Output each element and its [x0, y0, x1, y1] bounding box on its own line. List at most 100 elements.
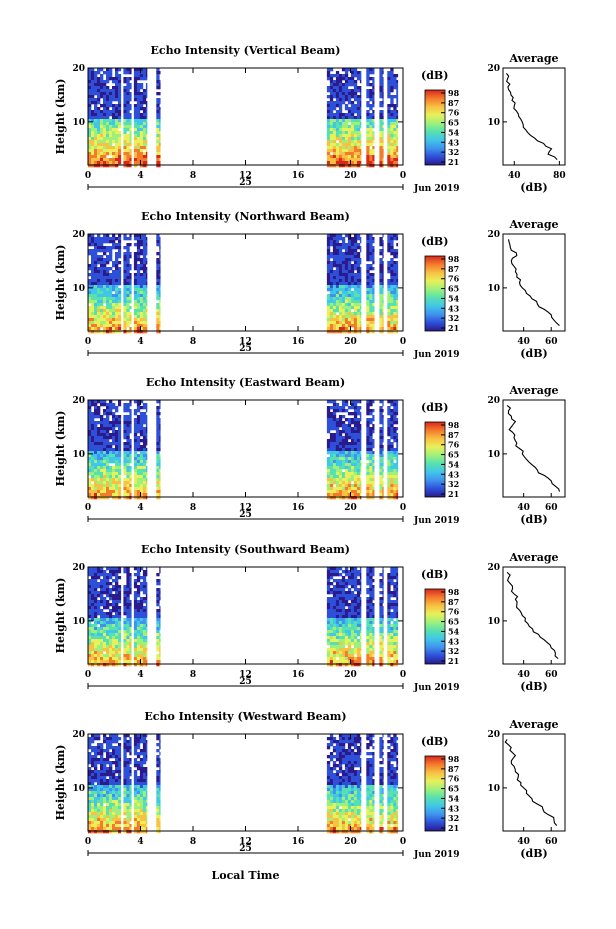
- heatmap-cell: [369, 89, 373, 93]
- heatmap-cell: [115, 303, 119, 307]
- heatmap-cell: [353, 624, 358, 628]
- heatmap-cells: [88, 68, 399, 168]
- heatmap-cell: [344, 300, 349, 304]
- heatmap-cell: [142, 645, 147, 649]
- heatmap-cell: [393, 403, 397, 407]
- heatmap-cell: [129, 403, 132, 407]
- heatmap-cell: [382, 264, 384, 268]
- heatmap-cell: [123, 321, 127, 325]
- heatmap-cell: [94, 261, 98, 265]
- heatmap-cell: [156, 621, 160, 625]
- heatmap-cell: [393, 490, 397, 494]
- heatmap-cell: [329, 582, 334, 586]
- heatmap-cell: [123, 612, 127, 616]
- heatmap-cell: [335, 270, 340, 274]
- x-tick-label: 20: [344, 171, 357, 181]
- heatmap-cell: [115, 243, 119, 247]
- heatmap-cell: [112, 472, 116, 476]
- heatmap-cell: [123, 312, 127, 316]
- heatmap-cell: [145, 71, 148, 75]
- heatmap-cell: [123, 107, 127, 111]
- heatmap-cell: [369, 92, 373, 96]
- heatmap-cell: [347, 442, 352, 446]
- heatmap-cell: [123, 110, 127, 114]
- heatmap-cell: [118, 98, 122, 102]
- heatmap-cell: [356, 621, 361, 625]
- heatmap-cell: [338, 74, 343, 78]
- heatmap-cell: [109, 282, 113, 286]
- heatmap-cell: [139, 406, 144, 410]
- heatmap-cell: [359, 645, 362, 649]
- heatmap-cell: [112, 324, 116, 328]
- heatmap-cell: [88, 421, 92, 425]
- heatmap-cell: [91, 255, 95, 259]
- heatmap-cell: [341, 261, 346, 265]
- heatmap-cell: [341, 478, 346, 482]
- heatmap-cell: [338, 273, 343, 277]
- heatmap-cell: [347, 318, 352, 322]
- heatmap-cell: [94, 327, 98, 331]
- heatmap-cell: [129, 306, 132, 310]
- heatmap-cell: [329, 657, 334, 661]
- heatmap-cell: [366, 143, 370, 147]
- heatmap-cell: [326, 588, 331, 592]
- heatmap-cell: [326, 627, 331, 631]
- heatmap-cell: [109, 164, 113, 168]
- heatmap-cell: [372, 454, 375, 458]
- heatmap-cell: [396, 442, 399, 446]
- heatmap-cell: [94, 433, 98, 437]
- heatmap-cell: [106, 424, 110, 428]
- heatmap-cell: [359, 651, 362, 655]
- heatmap-cell: [136, 128, 141, 132]
- heatmap-cell: [335, 161, 340, 165]
- heatmap-cell: [91, 633, 95, 637]
- heatmap-cell: [106, 639, 110, 643]
- heatmap-cell: [332, 243, 337, 247]
- heatmap-cell: [350, 74, 355, 78]
- heatmap-cell: [139, 119, 144, 123]
- heatmap-cell: [91, 86, 95, 90]
- heatmap-cell: [126, 475, 130, 479]
- heatmap-cell: [133, 400, 138, 404]
- heatmap-cell: [329, 77, 334, 81]
- heatmap-cell: [129, 264, 132, 268]
- heatmap-cell: [350, 466, 355, 470]
- heatmap-cell: [136, 484, 141, 488]
- heatmap-cell: [100, 288, 104, 292]
- heatmap-cell: [387, 113, 391, 117]
- heatmap-cell: [91, 98, 95, 102]
- heatmap-cell: [347, 252, 352, 256]
- heatmap-cell: [369, 448, 373, 452]
- heatmap-cell: [129, 252, 132, 256]
- heatmap-cell: [353, 243, 358, 247]
- heatmap-cell: [335, 639, 340, 643]
- heatmap-cell: [382, 125, 384, 129]
- heatmap-cell: [379, 77, 383, 81]
- heatmap-cell: [366, 110, 370, 114]
- heatmap-cell: [106, 309, 110, 313]
- heatmap-cell: [335, 321, 340, 325]
- heatmap-cell: [347, 648, 352, 652]
- heatmap-cell: [332, 472, 337, 476]
- heatmap-cell: [369, 570, 373, 574]
- heatmap-cell: [109, 460, 113, 464]
- heatmap-cell: [129, 125, 132, 129]
- heatmap-cell: [347, 92, 352, 96]
- heatmap-cell: [94, 651, 98, 655]
- heatmap-cell: [366, 282, 370, 286]
- heatmap-cell: [94, 116, 98, 120]
- heatmap-cell: [91, 615, 95, 619]
- heatmap-cell: [332, 306, 337, 310]
- heatmap-cell: [387, 80, 391, 84]
- heatmap-cell: [387, 137, 391, 141]
- heatmap-cell: [97, 249, 101, 253]
- heatmap-cell: [382, 439, 384, 443]
- heatmap-cell: [326, 570, 331, 574]
- heatmap-cell: [126, 585, 130, 589]
- heatmap-cell: [347, 273, 352, 277]
- heatmap-cell: [393, 406, 397, 410]
- heatmap-cell: [387, 469, 391, 473]
- heatmap-cell: [326, 237, 331, 241]
- heatmap-cell: [382, 101, 384, 105]
- heatmap-cell: [106, 433, 110, 437]
